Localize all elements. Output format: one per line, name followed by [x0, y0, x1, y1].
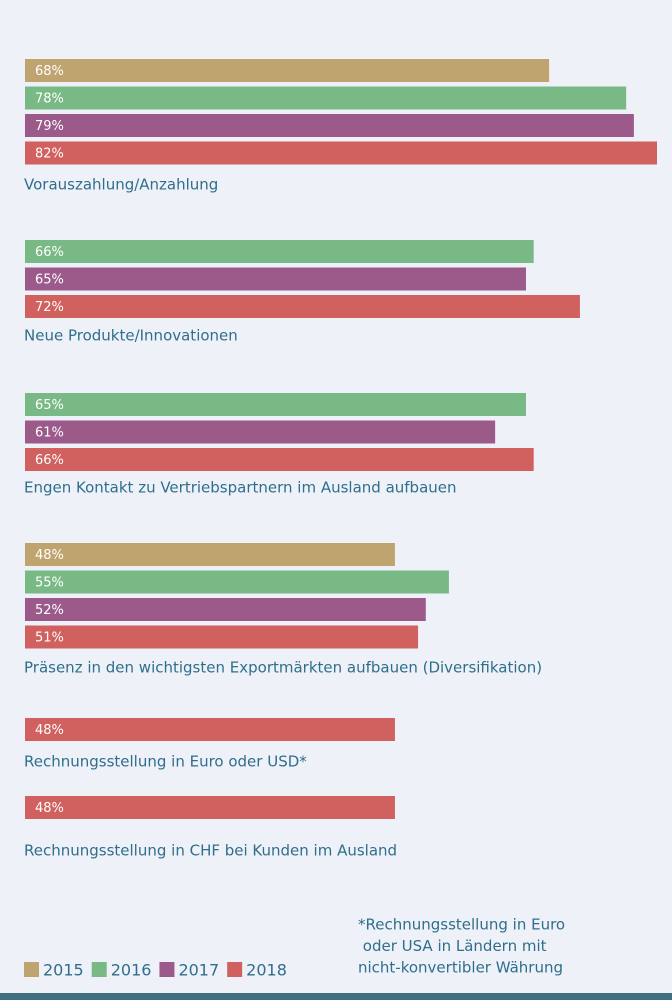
value-label: 48%: [35, 801, 64, 816]
legend-label: 2018: [246, 961, 287, 980]
legend-swatch: [227, 962, 243, 977]
category-label: Neue Produkte/Innovationen: [24, 327, 238, 345]
value-label: 52%: [35, 603, 64, 618]
bottom-bar: [0, 993, 672, 1000]
legend-label: 2017: [178, 961, 219, 980]
bar: [25, 86, 627, 110]
category-label: Engen Kontakt zu Vertriebspartnern im Au…: [24, 479, 457, 497]
footnote: *Rechnungsstellung in Euro: [358, 916, 565, 934]
footnote: oder USA in Ländern mit: [358, 937, 547, 955]
legend-swatch: [159, 962, 175, 977]
value-label: 66%: [35, 245, 64, 260]
legend-swatch: [91, 962, 107, 977]
bar: [25, 543, 395, 566]
value-label: 68%: [35, 64, 64, 79]
value-label: 82%: [35, 147, 64, 162]
bar: [25, 796, 395, 819]
bar: [25, 114, 634, 137]
legend-label: 2015: [43, 961, 84, 980]
bar: [25, 598, 426, 621]
value-label: 55%: [35, 576, 64, 591]
bar: [25, 570, 449, 594]
value-label: 51%: [35, 631, 64, 646]
bar: [25, 393, 526, 416]
value-label: 66%: [35, 453, 64, 468]
value-label: 72%: [35, 300, 64, 315]
value-label: 65%: [35, 273, 64, 288]
footnote: nicht-konvertibler Währung: [358, 959, 563, 977]
category-label: Vorauszahlung/Anzahlung: [24, 176, 218, 194]
legend-swatch: [24, 962, 39, 977]
category-label: Präsenz in den wichtigsten Exportmärkten…: [24, 659, 542, 677]
value-label: 65%: [35, 398, 64, 413]
value-label: 79%: [35, 119, 64, 134]
bar: [25, 420, 496, 444]
bar: [25, 625, 419, 649]
bar: [25, 267, 526, 291]
bar: [25, 240, 534, 263]
bar: [25, 295, 580, 318]
value-label: 61%: [35, 426, 64, 441]
value-label: 78%: [35, 92, 64, 107]
category-label: Rechnungsstellung in Euro oder USD*: [24, 753, 307, 771]
bar: [25, 718, 395, 741]
value-label: 48%: [35, 723, 64, 738]
bar: [25, 141, 657, 165]
bar: [25, 59, 550, 82]
bar: [25, 448, 534, 471]
value-label: 48%: [35, 548, 64, 563]
category-label: Rechnungsstellung in CHF bei Kunden im A…: [24, 842, 397, 860]
legend-label: 2016: [111, 961, 152, 980]
